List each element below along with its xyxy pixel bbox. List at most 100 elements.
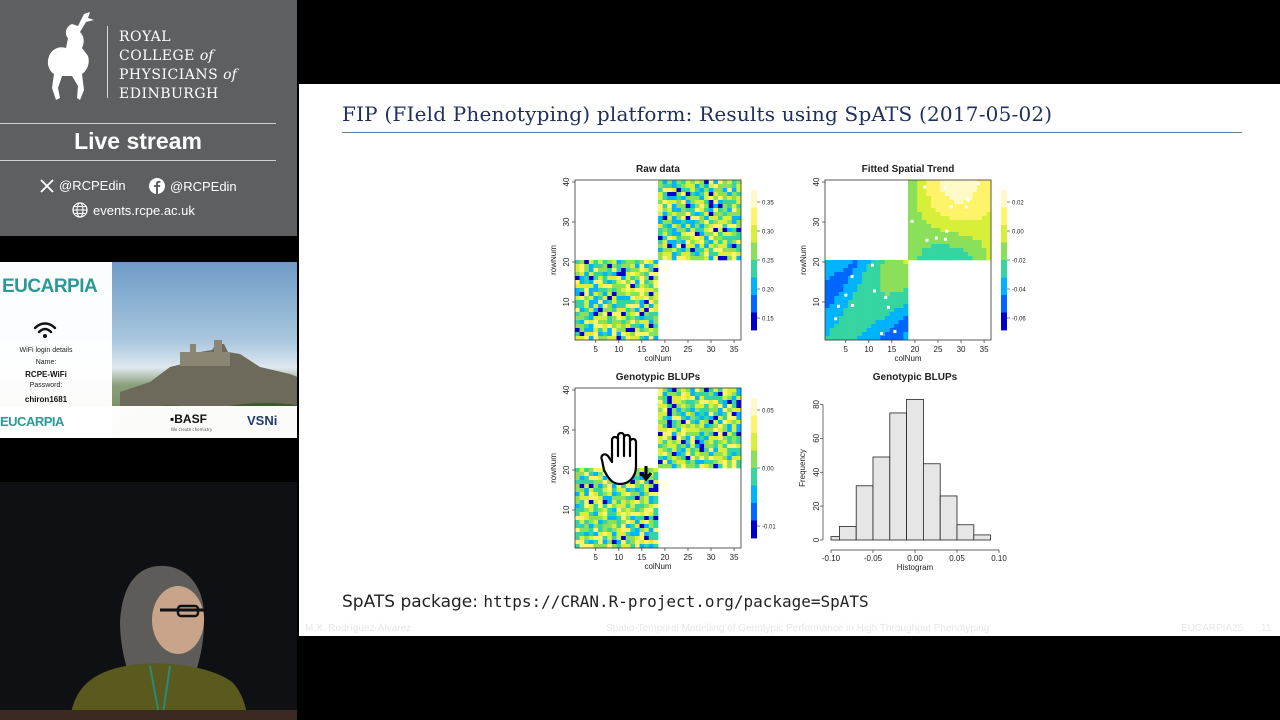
heatmap-cell <box>685 452 691 457</box>
x-tick-label: 0.00 <box>907 554 923 563</box>
heatmap-cell <box>616 328 622 333</box>
heatmap-cell <box>648 492 654 497</box>
heatmap-cell <box>861 324 867 329</box>
heatmap-cell <box>838 268 844 273</box>
website-link[interactable]: events.rcpe.ac.uk <box>72 202 195 218</box>
heatmap-cell <box>926 188 932 193</box>
heatmap-cell <box>708 204 714 209</box>
heatmap-cell <box>676 396 682 401</box>
heatmap-cell <box>653 304 659 309</box>
heatmap-cell <box>685 236 691 241</box>
heatmap-cell <box>981 208 987 213</box>
heatmap-cell <box>639 308 645 313</box>
heatmap-cell <box>671 216 677 221</box>
heatmap-cell <box>639 324 645 329</box>
heatmap-cell <box>634 516 640 521</box>
heatmap-cell <box>611 540 617 545</box>
heatmap-cell <box>834 280 840 285</box>
heatmap-cell <box>889 300 895 305</box>
heatmap-cell <box>575 476 580 481</box>
heatmap-cell <box>736 448 742 453</box>
heatmap-cell <box>880 276 886 281</box>
heatmap-cell <box>986 184 992 189</box>
heatmap-cell <box>676 412 682 417</box>
heatmap-cell <box>838 280 844 285</box>
heatmap-cell <box>699 456 705 461</box>
heatmap-cell <box>967 208 973 213</box>
facebook-handle: @RCPEdin <box>170 178 237 194</box>
heatmap-cell <box>676 228 682 233</box>
colorbar-segment <box>751 454 757 458</box>
heatmap-cell <box>704 224 710 229</box>
heatmap-cell <box>575 304 580 309</box>
heatmap-cell <box>667 428 673 433</box>
heatmap-cell <box>602 528 608 533</box>
heatmap-cell <box>662 236 668 241</box>
heatmap-cell <box>829 336 835 341</box>
heatmap-cell <box>634 324 640 329</box>
heatmap-cell <box>829 324 835 329</box>
colorbar-segment <box>751 426 757 430</box>
heatmap-cell <box>588 260 594 265</box>
heatmap-cell <box>713 420 719 425</box>
heatmap-cell <box>584 516 590 521</box>
heatmap-cell <box>602 328 608 333</box>
colorbar-segment <box>1001 193 1007 198</box>
heatmap-cell <box>602 500 608 505</box>
heatmap-cell <box>676 424 682 429</box>
heatmap-cell <box>912 244 918 249</box>
x-handle-link[interactable]: @RCPEdin <box>40 178 126 193</box>
heatmap-cell <box>704 436 710 441</box>
heatmap-cell <box>894 336 900 341</box>
heatmap-cell <box>639 476 645 481</box>
heatmap-cell <box>912 236 918 241</box>
heatmap-cell <box>722 236 728 241</box>
heatmap-cell <box>704 244 710 249</box>
heatmap-cell <box>981 184 987 189</box>
heatmap-cell <box>598 320 603 325</box>
heatmap-cell <box>926 212 932 217</box>
slide-title: FIP (FIeld Phenotyping) platform: Result… <box>342 102 1053 126</box>
heatmap-cell <box>713 400 719 405</box>
heatmap-cell <box>625 292 631 297</box>
facebook-handle-link[interactable]: @RCPEdin <box>149 178 237 194</box>
heatmap-cell <box>681 392 686 397</box>
heatmap-cell <box>575 292 580 297</box>
heatmap-cell <box>717 408 723 413</box>
heatmap-cell <box>593 276 599 281</box>
heatmap-cell <box>699 220 705 225</box>
heatmap-cell <box>880 260 886 265</box>
heatmap-cell <box>579 320 585 325</box>
colorbar-segment <box>1001 235 1007 240</box>
heatmap-cell <box>977 252 983 257</box>
heatmap-cell <box>894 292 900 297</box>
heatmap-cell <box>658 212 663 217</box>
colorbar-segment <box>751 457 757 462</box>
heatmap-cell <box>662 432 668 437</box>
heatmap-cell <box>598 472 603 477</box>
heatmap-cell <box>908 216 913 221</box>
heatmap-cell <box>727 220 733 225</box>
heatmap-cell <box>681 212 686 217</box>
heatmap-cell <box>611 268 617 273</box>
heatmap-cell <box>676 224 682 229</box>
colorbar-segment <box>751 323 757 327</box>
heatmap-cell <box>731 180 737 185</box>
heatmap-cell <box>588 512 594 517</box>
heatmap-cell <box>708 404 714 409</box>
heatmap-cell <box>944 196 950 201</box>
package-url[interactable]: https://CRAN.R-project.org/package=SpATS <box>483 592 869 611</box>
heatmap-cell <box>912 192 918 197</box>
heatmap-cell <box>616 312 622 317</box>
heatmap-cell <box>579 540 585 545</box>
heatmap-cell <box>584 532 590 537</box>
heatmap-cell <box>852 284 858 289</box>
heatmap-cell <box>602 284 608 289</box>
heatmap-cell <box>958 188 964 193</box>
heatmap-cell <box>852 320 858 325</box>
colorbar-label: 0.25 <box>762 259 774 265</box>
heatmap-cell <box>880 264 886 269</box>
heatmap-cell <box>717 392 723 397</box>
college-name-line3: PHYSICIANS <box>119 67 219 83</box>
sidebar: ROYAL COLLEGE of PHYSICIANS of EDINBURGH… <box>0 0 297 720</box>
